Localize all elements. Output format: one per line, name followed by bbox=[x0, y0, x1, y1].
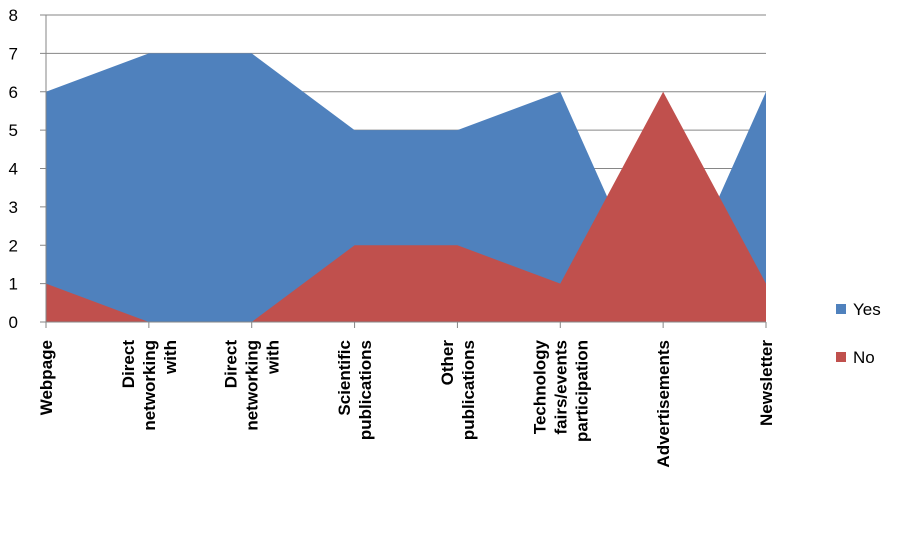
y-tick-label: 2 bbox=[9, 236, 18, 255]
area-no bbox=[46, 91, 766, 322]
x-category-label: Technology fairs/events participation bbox=[530, 339, 591, 442]
x-category-label-line: participation bbox=[572, 340, 591, 442]
x-category-label-line: Newsletter bbox=[757, 340, 776, 426]
x-category-label-line: with bbox=[264, 340, 283, 375]
x-category-label-line: publications bbox=[356, 340, 375, 440]
y-tick-label: 5 bbox=[9, 121, 18, 140]
x-category-label-line: Other bbox=[438, 340, 457, 386]
y-tick-label: 3 bbox=[9, 198, 18, 217]
legend: Yes No bbox=[836, 300, 881, 367]
x-category-label-line: networking bbox=[243, 340, 262, 431]
y-tick-label: 8 bbox=[9, 6, 18, 25]
y-tick-label: 4 bbox=[9, 160, 18, 179]
x-category-label: Scientific publications bbox=[335, 340, 375, 440]
x-category-label: Direct networking with bbox=[222, 340, 283, 431]
x-category-label-line: Technology bbox=[530, 339, 549, 434]
y-tick-label: 7 bbox=[9, 44, 18, 63]
y-tick-label: 6 bbox=[9, 83, 18, 102]
chart-areas bbox=[45, 53, 767, 323]
x-category-label: Webpage bbox=[37, 340, 56, 415]
x-category-label: Newsletter bbox=[757, 340, 776, 426]
legend-swatch-no bbox=[836, 352, 846, 362]
legend-label-no: No bbox=[853, 348, 875, 367]
x-category-label: Direct networking with bbox=[119, 340, 180, 431]
legend-swatch-yes bbox=[836, 304, 846, 314]
x-category-label: Other publications bbox=[438, 340, 478, 441]
x-category-label-line: Direct bbox=[222, 340, 241, 389]
x-category-label-line: Direct bbox=[119, 340, 138, 389]
x-category-label-line: fairs/events bbox=[551, 340, 570, 435]
x-category-label-line: with bbox=[161, 340, 180, 375]
x-category-label-line: Webpage bbox=[37, 340, 56, 415]
x-category-label-line: networking bbox=[140, 340, 159, 431]
legend-label-yes: Yes bbox=[853, 300, 881, 319]
x-category-label-line: Advertisements bbox=[654, 340, 673, 468]
y-tick-label: 1 bbox=[9, 275, 18, 294]
x-category-label: Advertisements bbox=[654, 340, 673, 468]
x-category-label-line: Scientific bbox=[335, 340, 354, 416]
x-axis-labels: Webpage Direct networking with Direct network… bbox=[37, 339, 776, 467]
y-tick-label: 0 bbox=[9, 313, 18, 332]
y-axis-ticks: 0 1 2 3 4 5 6 7 8 bbox=[9, 6, 46, 332]
x-category-label-line: publications bbox=[459, 340, 478, 440]
